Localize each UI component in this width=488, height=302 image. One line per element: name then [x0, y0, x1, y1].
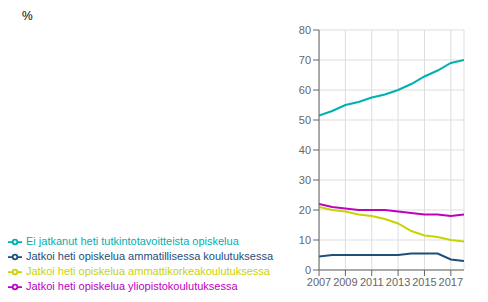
svg-text:70: 70 [299, 54, 311, 66]
svg-text:40: 40 [299, 144, 311, 156]
svg-text:10: 10 [299, 234, 311, 246]
svg-text:2015: 2015 [412, 276, 436, 288]
svg-text:80: 80 [299, 24, 311, 36]
svg-text:60: 60 [299, 84, 311, 96]
svg-text:30: 30 [299, 174, 311, 186]
svg-text:0: 0 [305, 264, 311, 276]
html-text:Jatkoi heti opiskelua ammattik: Jatkoi heti opiskelua ammattikorkeakoulu… [26, 264, 270, 277]
svg-text:2007: 2007 [307, 276, 331, 288]
html-text:Ei jatkanut heti tutkintotavoi: Ei jatkanut heti tutkintotavoitteista op… [26, 234, 239, 247]
svg-text:2011: 2011 [360, 276, 384, 288]
html-text:Jatkoi heti opiskelua yliopist: Jatkoi heti opiskelua yliopistokoulutuks… [26, 279, 238, 292]
svg-text:50: 50 [299, 114, 311, 126]
svg-text:2013: 2013 [386, 276, 410, 288]
svg-text:2017: 2017 [439, 276, 463, 288]
svg-text:2009: 2009 [333, 276, 357, 288]
svg-text:20: 20 [299, 204, 311, 216]
html-text:Jatkoi heti opiskelua ammatill: Jatkoi heti opiskelua ammatillisessa kou… [26, 249, 273, 262]
